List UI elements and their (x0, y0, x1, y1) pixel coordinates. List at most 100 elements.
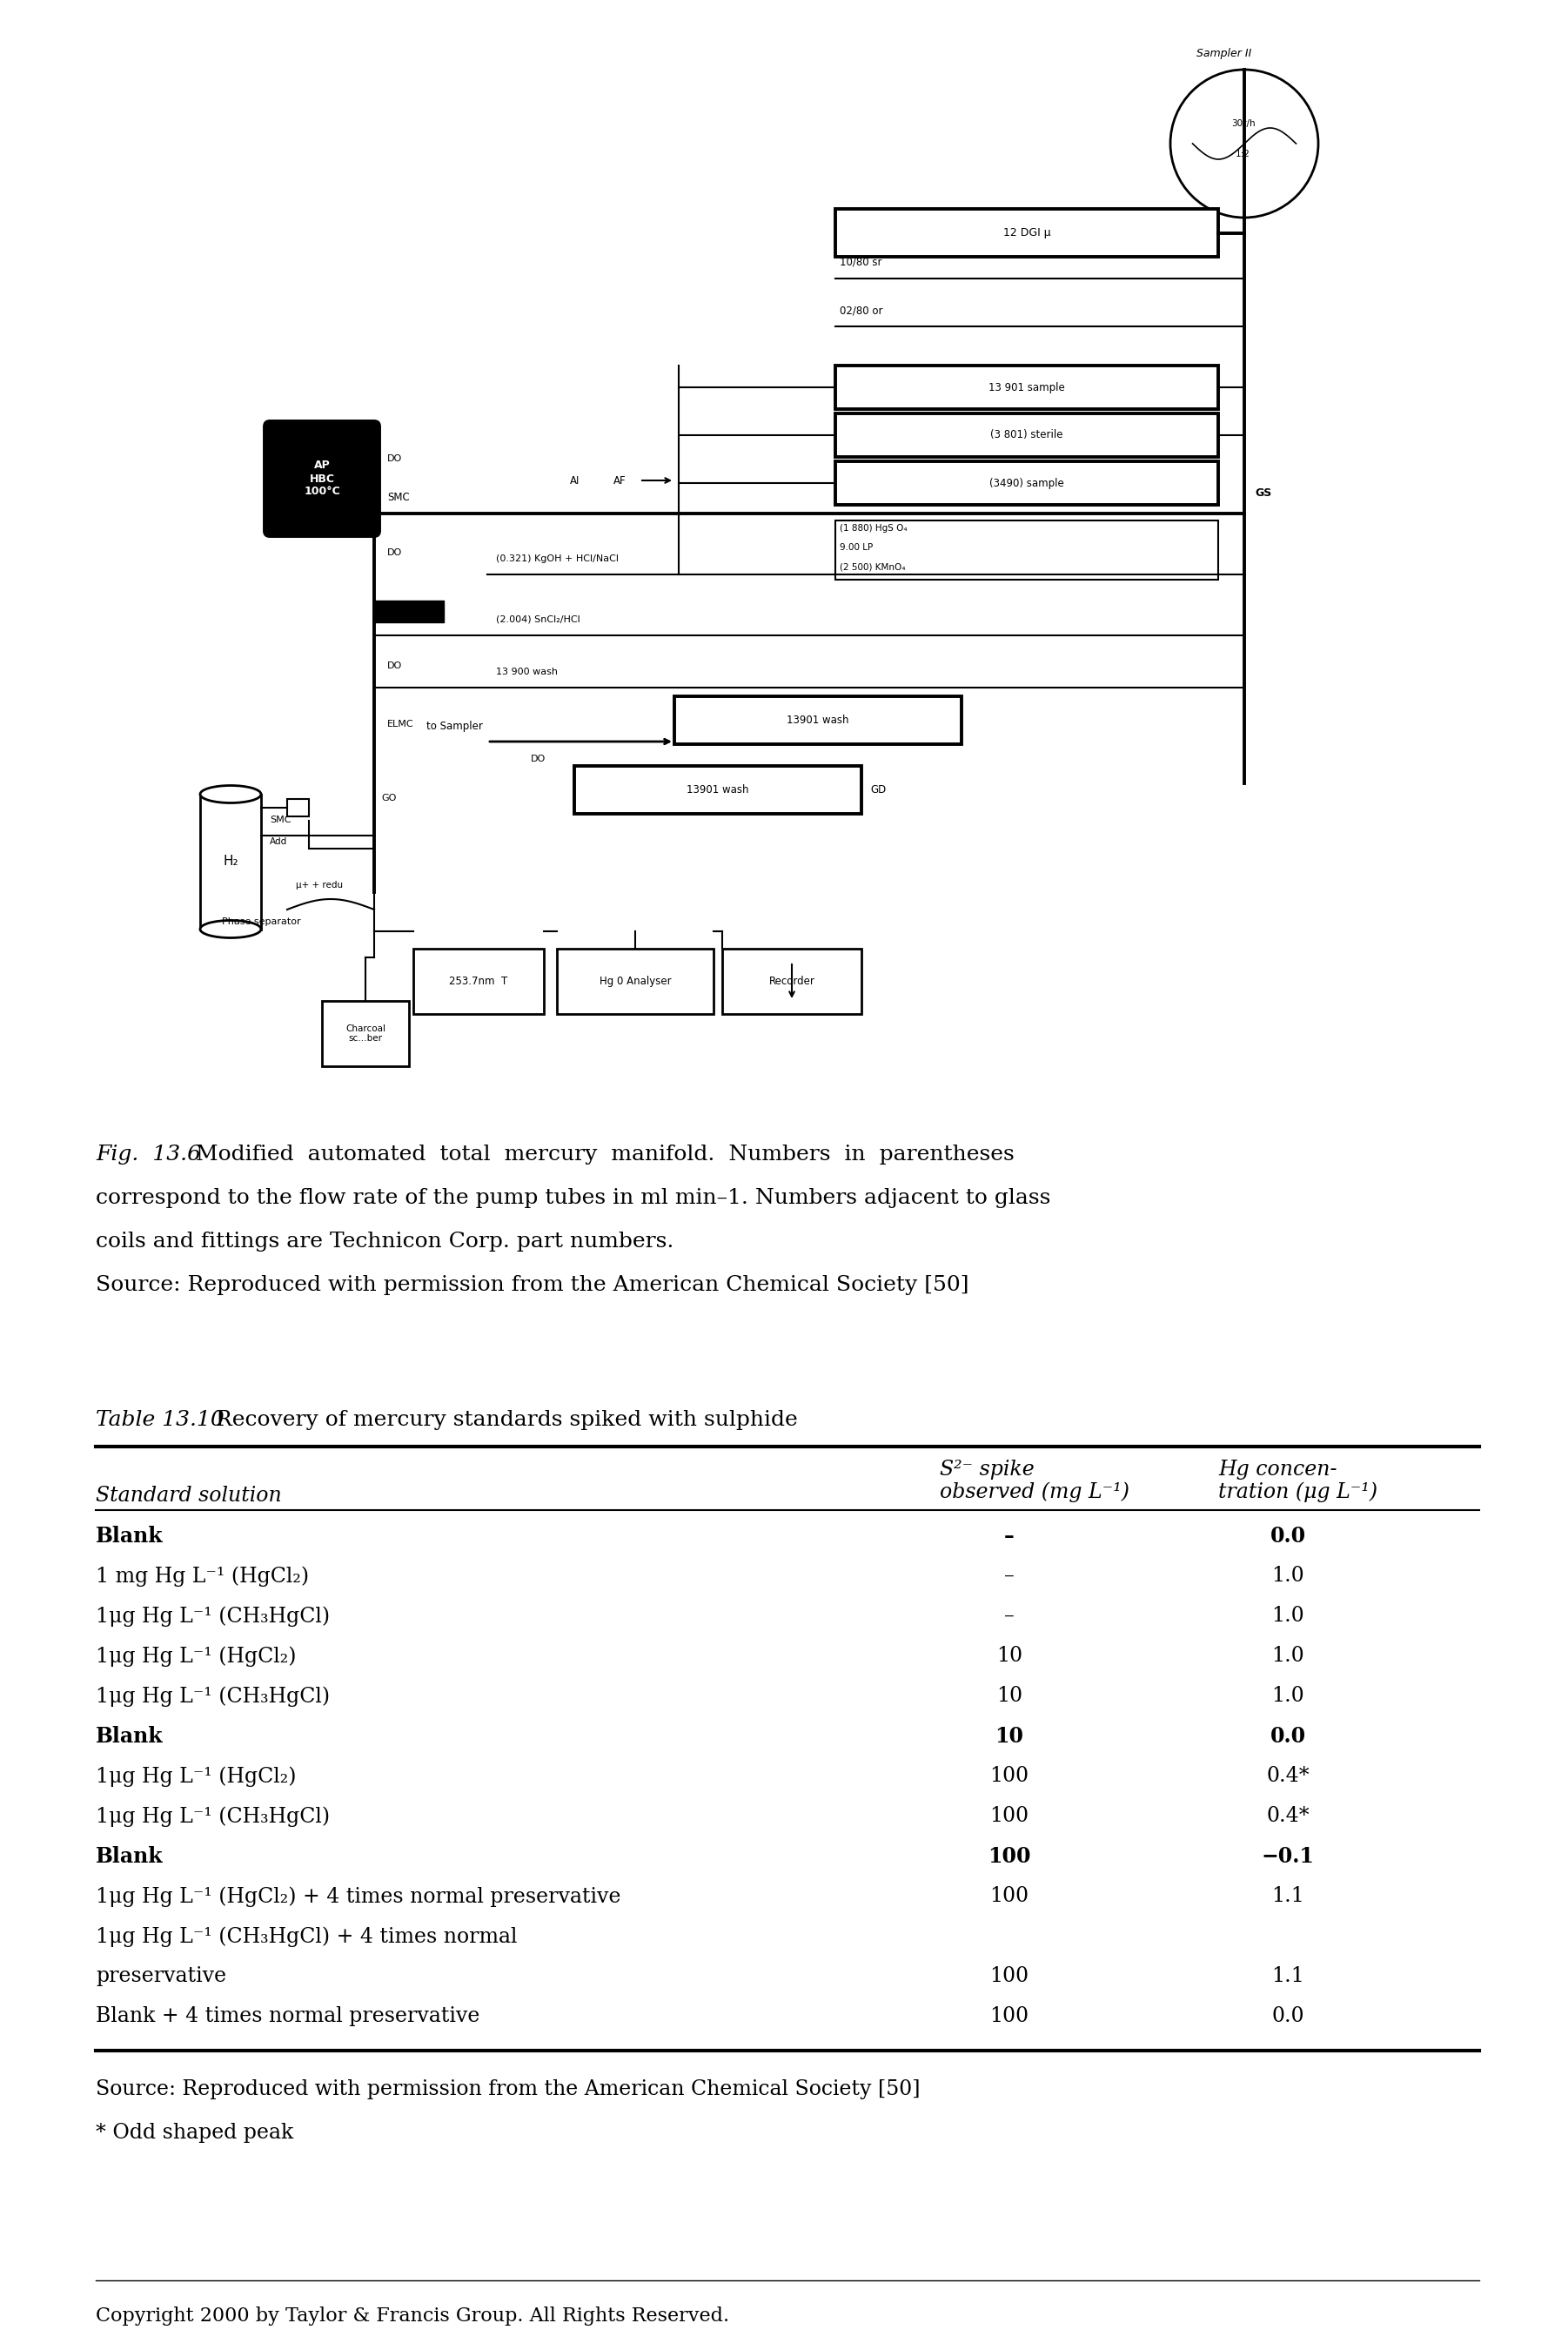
Bar (375, 602, 444, 623)
Bar (836, 414, 1218, 456)
Text: H₂: H₂ (223, 855, 238, 867)
Text: −0.1: −0.1 (1261, 1847, 1314, 1866)
Text: GS: GS (1254, 486, 1272, 498)
Text: Copyright 2000 by Taylor & Francis Group. All Rights Reserved.: Copyright 2000 by Taylor & Francis Group… (96, 2305, 729, 2326)
Bar (836, 461, 1218, 505)
Bar (287, 799, 309, 815)
Text: Charcoal
sc…ber: Charcoal sc…ber (345, 1025, 386, 1043)
Text: Blank: Blank (96, 1725, 163, 1746)
Text: AF: AF (613, 475, 626, 486)
Bar (321, 1001, 409, 1067)
Text: 10: 10 (996, 1725, 1024, 1746)
Text: SMC: SMC (270, 815, 292, 825)
Bar (723, 949, 861, 1013)
Text: 10: 10 (996, 1685, 1022, 1706)
Text: 13 901 sample: 13 901 sample (988, 381, 1065, 392)
Text: 1.1: 1.1 (1272, 1887, 1305, 1906)
Ellipse shape (201, 785, 260, 804)
Text: ELMC: ELMC (387, 719, 414, 728)
Text: DO: DO (387, 548, 403, 557)
Text: 100: 100 (989, 2007, 1029, 2026)
Text: 1.0: 1.0 (1272, 1685, 1305, 1706)
Text: 1.0: 1.0 (1272, 1645, 1305, 1666)
Text: 10/80 sr: 10/80 sr (840, 256, 881, 268)
Text: JWC: JWC (387, 602, 406, 611)
Text: Blank: Blank (96, 1525, 163, 1546)
Text: (0.321) KgOH + HCl/NaCl: (0.321) KgOH + HCl/NaCl (495, 555, 619, 564)
Text: Source: Reproduced with permission from the American Chemical Society [50]: Source: Reproduced with permission from … (96, 2080, 920, 2099)
Text: 253.7nm  T: 253.7nm T (450, 975, 508, 987)
Text: Hg 0 Analyser: Hg 0 Analyser (599, 975, 671, 987)
Text: 30r/h: 30r/h (1231, 120, 1256, 127)
Text: SMC: SMC (387, 491, 409, 503)
Text: 13901 wash: 13901 wash (787, 714, 848, 726)
Text: Table 13.10: Table 13.10 (96, 1410, 224, 1431)
Text: 10: 10 (996, 1645, 1022, 1666)
Text: DO: DO (387, 454, 403, 463)
Text: Blank + 4 times normal preservative: Blank + 4 times normal preservative (96, 2007, 480, 2026)
Bar (836, 209, 1218, 256)
Text: (3490) sample: (3490) sample (989, 477, 1065, 489)
Text: 02/80 or: 02/80 or (840, 306, 883, 315)
Text: 1.0: 1.0 (1272, 1605, 1305, 1626)
Text: 13 900 wash: 13 900 wash (495, 667, 558, 677)
Bar (201, 794, 260, 928)
Text: 0.4*: 0.4* (1267, 1807, 1309, 1826)
Text: 1μg Hg L⁻¹ (HgCl₂): 1μg Hg L⁻¹ (HgCl₂) (96, 1645, 296, 1666)
Bar (836, 367, 1218, 409)
Text: 0.0: 0.0 (1270, 1725, 1306, 1746)
Text: 0.4*: 0.4* (1267, 1765, 1309, 1786)
Text: GD: GD (870, 785, 886, 797)
Bar (557, 949, 713, 1013)
Text: 100: 100 (989, 1765, 1029, 1786)
Text: Phase separator: Phase separator (223, 916, 301, 926)
Ellipse shape (201, 921, 260, 938)
Bar (574, 766, 861, 813)
Text: Add: Add (270, 837, 287, 846)
Text: –: – (1004, 1565, 1014, 1586)
Text: GO: GO (381, 794, 397, 801)
Text: to Sampler: to Sampler (426, 721, 483, 731)
Text: AI: AI (569, 475, 580, 486)
Text: (3 801) sterile: (3 801) sterile (991, 430, 1063, 442)
Text: 1μg Hg L⁻¹ (CH₃HgCl) + 4 times normal: 1μg Hg L⁻¹ (CH₃HgCl) + 4 times normal (96, 1927, 517, 1946)
Text: μ+ + redu: μ+ + redu (296, 881, 343, 891)
Text: 9.00 LP: 9.00 LP (840, 543, 873, 552)
Text: –: – (1004, 1525, 1014, 1546)
Text: correspond to the flow rate of the pump tubes in ml min–1. Numbers adjacent to g: correspond to the flow rate of the pump … (96, 1189, 1051, 1208)
Text: 0.0: 0.0 (1272, 2007, 1305, 2026)
Text: (1 880) HgS O₄: (1 880) HgS O₄ (840, 524, 908, 533)
Text: AP
HBC
100°C: AP HBC 100°C (304, 461, 340, 498)
Text: 1μg Hg L⁻¹ (HgCl₂) + 4 times normal preservative: 1μg Hg L⁻¹ (HgCl₂) + 4 times normal pres… (96, 1887, 621, 1906)
Text: Blank: Blank (96, 1847, 163, 1866)
Text: tration (μg L⁻¹): tration (μg L⁻¹) (1218, 1480, 1378, 1502)
Text: preservative: preservative (96, 1967, 226, 1986)
Text: 1μg Hg L⁻¹ (CH₃HgCl): 1μg Hg L⁻¹ (CH₃HgCl) (96, 1807, 329, 1826)
Text: DO: DO (532, 754, 546, 764)
Text: 13901 wash: 13901 wash (687, 785, 750, 797)
Text: 1 mg Hg L⁻¹ (HgCl₂): 1 mg Hg L⁻¹ (HgCl₂) (96, 1565, 309, 1586)
Text: Recovery of mercury standards spiked with sulphide: Recovery of mercury standards spiked wit… (209, 1410, 798, 1431)
Text: coils and fittings are Technicon Corp. part numbers.: coils and fittings are Technicon Corp. p… (96, 1231, 674, 1253)
Text: 1μg Hg L⁻¹ (CH₃HgCl): 1μg Hg L⁻¹ (CH₃HgCl) (96, 1605, 329, 1626)
Text: 12 DGI μ: 12 DGI μ (1004, 228, 1051, 237)
Text: observed (mg L⁻¹): observed (mg L⁻¹) (939, 1480, 1129, 1502)
Text: 1:2: 1:2 (1236, 150, 1250, 157)
Text: 1μg Hg L⁻¹ (HgCl₂): 1μg Hg L⁻¹ (HgCl₂) (96, 1765, 296, 1786)
Text: Hg concen-: Hg concen- (1218, 1459, 1338, 1480)
Text: (2 500) KMnO₄: (2 500) KMnO₄ (840, 562, 905, 571)
Text: 1μg Hg L⁻¹ (CH₃HgCl): 1μg Hg L⁻¹ (CH₃HgCl) (96, 1685, 329, 1706)
Bar (414, 949, 544, 1013)
Bar (674, 696, 961, 745)
Text: 100: 100 (988, 1847, 1030, 1866)
Text: 0.0: 0.0 (1270, 1525, 1306, 1546)
Text: 1.0: 1.0 (1272, 1565, 1305, 1586)
Text: Standard solution: Standard solution (96, 1485, 282, 1506)
Text: Source: Reproduced with permission from the American Chemical Society [50]: Source: Reproduced with permission from … (96, 1276, 969, 1295)
Text: 100: 100 (989, 1967, 1029, 1986)
Text: * Odd shaped peak: * Odd shaped peak (96, 2122, 293, 2143)
Text: 100: 100 (989, 1887, 1029, 1906)
Text: –: – (1004, 1605, 1014, 1626)
Text: Recorder: Recorder (768, 975, 815, 987)
Text: Modified  automated  total  mercury  manifold.  Numbers  in  parentheses: Modified automated total mercury manifol… (188, 1144, 1014, 1166)
